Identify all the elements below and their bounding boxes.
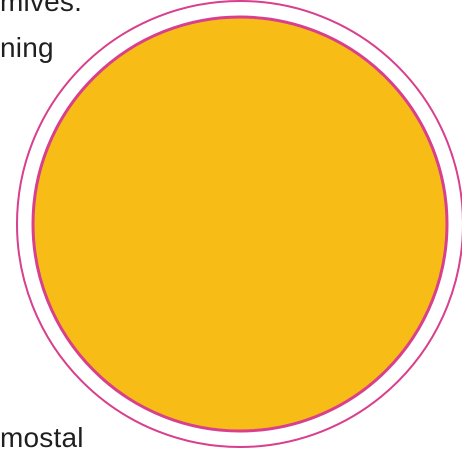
outer-circle-outline xyxy=(16,0,462,448)
inner-circle-fill xyxy=(31,15,449,433)
bottom-text-fragment: mostal xyxy=(0,422,84,450)
top-text-fragment-2: ning xyxy=(0,32,54,63)
top-text-fragment-1: mives. xyxy=(0,0,83,17)
